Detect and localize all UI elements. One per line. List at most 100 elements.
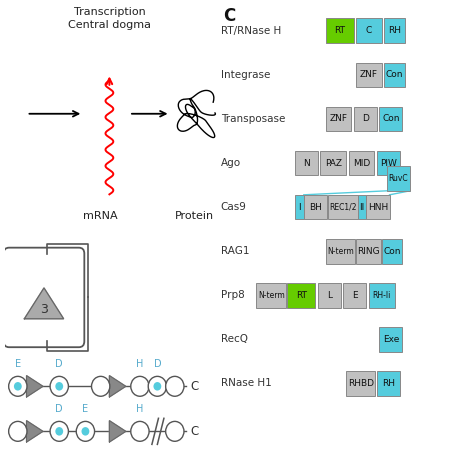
Text: Integrase: Integrase (220, 70, 270, 80)
FancyBboxPatch shape (379, 107, 402, 131)
Circle shape (14, 382, 22, 391)
Circle shape (131, 421, 149, 441)
Text: Transcription
Central dogma: Transcription Central dogma (68, 7, 151, 29)
Text: RHBD: RHBD (348, 379, 374, 388)
FancyBboxPatch shape (4, 247, 84, 347)
FancyBboxPatch shape (256, 283, 286, 308)
Text: RT: RT (334, 27, 345, 35)
Text: I: I (298, 203, 301, 211)
Text: C: C (190, 380, 198, 393)
Circle shape (165, 421, 184, 441)
FancyBboxPatch shape (328, 195, 357, 219)
FancyBboxPatch shape (357, 195, 366, 219)
Text: Exe: Exe (383, 335, 399, 344)
Text: Cas9: Cas9 (220, 202, 246, 212)
Text: BH: BH (309, 203, 322, 211)
FancyBboxPatch shape (356, 18, 382, 43)
Text: II: II (359, 203, 365, 211)
Text: RT/RNase H: RT/RNase H (220, 26, 281, 36)
Circle shape (55, 427, 63, 436)
Text: D: D (55, 403, 63, 413)
Text: D: D (154, 358, 161, 369)
Text: H: H (136, 358, 144, 369)
Text: N: N (303, 159, 310, 167)
Text: Protein: Protein (175, 211, 214, 221)
Text: Transposase: Transposase (220, 114, 285, 124)
FancyBboxPatch shape (318, 283, 341, 308)
Text: RecQ: RecQ (220, 334, 247, 345)
FancyBboxPatch shape (384, 18, 405, 43)
FancyBboxPatch shape (346, 371, 375, 396)
Circle shape (154, 382, 161, 391)
Text: HNH: HNH (368, 203, 388, 211)
Text: RuvC: RuvC (389, 174, 408, 183)
Text: MID: MID (353, 159, 370, 167)
FancyBboxPatch shape (356, 63, 382, 87)
Text: N-term: N-term (258, 291, 284, 300)
Circle shape (91, 376, 110, 396)
Text: Con: Con (383, 247, 401, 255)
FancyBboxPatch shape (344, 283, 366, 308)
Text: RH: RH (382, 379, 395, 388)
FancyBboxPatch shape (377, 151, 400, 175)
Text: Prp8: Prp8 (220, 290, 245, 301)
Circle shape (131, 376, 149, 396)
Text: RING: RING (357, 247, 380, 255)
FancyBboxPatch shape (304, 195, 327, 219)
FancyBboxPatch shape (326, 239, 355, 264)
FancyBboxPatch shape (354, 107, 377, 131)
Text: H: H (136, 403, 144, 413)
Circle shape (148, 376, 166, 396)
Text: 3: 3 (40, 303, 48, 316)
FancyBboxPatch shape (287, 283, 315, 308)
FancyBboxPatch shape (295, 195, 304, 219)
FancyBboxPatch shape (356, 239, 381, 264)
Text: ZNF: ZNF (360, 71, 378, 79)
Circle shape (165, 376, 184, 396)
Polygon shape (109, 421, 126, 442)
Text: L: L (327, 291, 332, 300)
Text: PAZ: PAZ (325, 159, 342, 167)
Text: RNase H1: RNase H1 (220, 378, 271, 389)
FancyBboxPatch shape (384, 63, 405, 87)
Text: Con: Con (382, 115, 400, 123)
Text: Con: Con (386, 71, 403, 79)
FancyBboxPatch shape (377, 371, 400, 396)
Circle shape (55, 382, 63, 391)
Text: C: C (366, 27, 372, 35)
Text: ZNF: ZNF (329, 115, 347, 123)
FancyBboxPatch shape (320, 151, 346, 175)
Text: mRNA: mRNA (83, 211, 118, 221)
Polygon shape (27, 421, 43, 442)
Circle shape (9, 376, 27, 396)
Text: C: C (190, 425, 198, 438)
Text: N-term: N-term (327, 247, 354, 255)
Polygon shape (109, 375, 126, 397)
Text: RH-li: RH-li (373, 291, 391, 300)
Text: D: D (362, 115, 369, 123)
FancyBboxPatch shape (387, 166, 410, 191)
FancyBboxPatch shape (379, 327, 402, 352)
Circle shape (76, 421, 95, 441)
Text: RH: RH (388, 27, 401, 35)
Polygon shape (27, 375, 43, 397)
Text: E: E (15, 358, 21, 369)
FancyBboxPatch shape (369, 283, 395, 308)
Text: PIW: PIW (380, 159, 397, 167)
Text: D: D (55, 358, 63, 369)
Text: E: E (82, 403, 89, 413)
Text: E: E (352, 291, 358, 300)
Polygon shape (24, 288, 64, 319)
Circle shape (82, 427, 89, 436)
Text: RT: RT (296, 291, 307, 300)
Text: C: C (223, 7, 236, 25)
FancyBboxPatch shape (326, 18, 354, 43)
Text: RAG1: RAG1 (220, 246, 249, 256)
FancyBboxPatch shape (295, 151, 318, 175)
FancyBboxPatch shape (366, 195, 390, 219)
FancyBboxPatch shape (348, 151, 374, 175)
Circle shape (9, 421, 27, 441)
Circle shape (50, 376, 68, 396)
Text: Ago: Ago (220, 158, 241, 168)
Text: REC1/2: REC1/2 (329, 203, 356, 211)
